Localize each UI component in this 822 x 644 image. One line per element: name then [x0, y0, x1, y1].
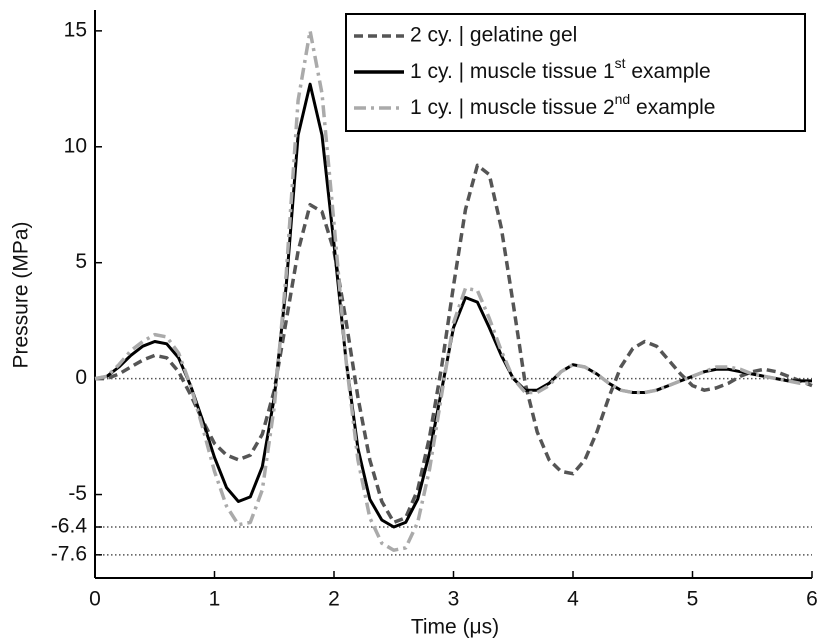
x-tick-label: 2 [328, 588, 340, 611]
legend-label: 1 cy. | muscle tissue 1st example [410, 55, 711, 83]
x-tick-label: 0 [89, 588, 101, 611]
y-tick-label: -7.6 [51, 542, 87, 565]
y-tick-label: -6.4 [51, 515, 88, 538]
legend-box [345, 13, 806, 132]
series-line [95, 163, 813, 525]
series-line [94, 82, 812, 529]
x-tick-label: 4 [567, 588, 579, 611]
y-tick-label: 5 [75, 250, 87, 273]
legend-label: 1 cy. | muscle tissue 2nd example [410, 91, 715, 119]
x-tick-label: 6 [806, 588, 818, 611]
y-axis-label: Pressure (MPa) [10, 221, 33, 368]
legend-label: 2 cy. | gelatine gel [410, 24, 577, 47]
y-tick-label: -5 [68, 482, 87, 505]
y-tick-label: 0 [75, 366, 87, 389]
x-tick-label: 5 [687, 588, 699, 611]
x-tick-label: 1 [209, 588, 221, 611]
y-tick-label: 10 [64, 134, 87, 157]
x-tick-label: 3 [448, 588, 460, 611]
x-axis-label: Time (μs) [411, 616, 499, 639]
y-tick-label: 15 [64, 18, 87, 41]
series-line [94, 29, 812, 552]
